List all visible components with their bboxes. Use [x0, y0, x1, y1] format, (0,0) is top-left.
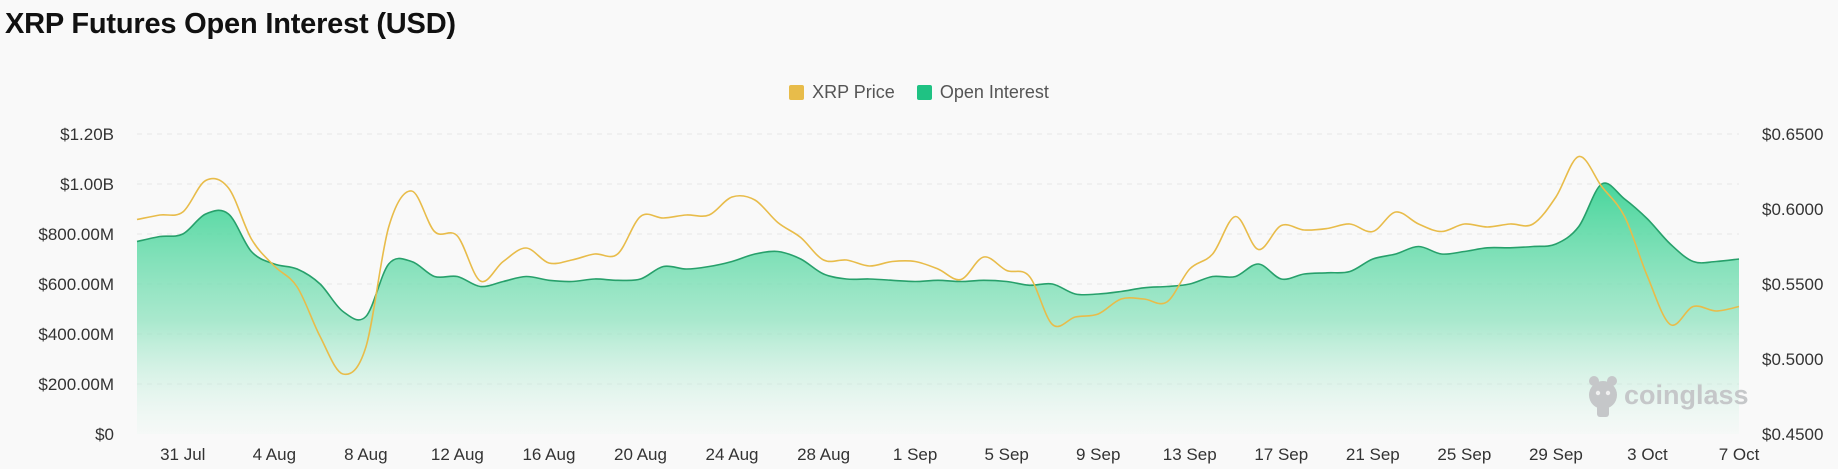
x-axis-tick-label: 9 Sep: [1076, 445, 1120, 464]
series-line-xrp-price: [136, 155, 1740, 376]
coinglass-logo-icon: [1589, 376, 1617, 417]
left-axis-tick-label: $800.00M: [38, 225, 114, 244]
series-line-open-interest: [136, 182, 1740, 321]
left-axis-tick-label: $600.00M: [38, 275, 114, 294]
right-axis-tick-label: $0.5500: [1762, 275, 1823, 294]
chart-title: XRP Futures Open Interest (USD): [5, 8, 456, 40]
coinglass-watermark: coinglass: [1589, 376, 1749, 417]
x-axis-tick-label: 7 Oct: [1719, 445, 1760, 464]
x-axis-tick-label: 20 Aug: [614, 445, 667, 464]
right-axis-tick-label: $0.6000: [1762, 200, 1823, 219]
legend-swatch-open-interest: [916, 85, 932, 100]
x-axis-tick-label: 3 Oct: [1627, 445, 1668, 464]
x-axis-tick-label: 5 Sep: [984, 445, 1028, 464]
left-axis-tick-label: $1.00B: [60, 175, 114, 194]
legend-label-open-interest: Open Interest: [939, 82, 1049, 102]
x-axis-tick-label: 4 Aug: [253, 445, 297, 464]
right-axis-tick-label: $0.5000: [1762, 350, 1823, 369]
x-axis-tick-label: 21 Sep: [1346, 445, 1400, 464]
coinglass-watermark-text: coinglass: [1624, 380, 1749, 410]
left-axis-tick-label: $0: [95, 425, 114, 444]
x-axis-tick-label: 12 Aug: [431, 445, 484, 464]
x-axis-tick-label: 31 Jul: [160, 445, 205, 464]
x-axis-tick-label: 29 Sep: [1529, 445, 1583, 464]
x-axis-tick-label: 17 Sep: [1254, 445, 1308, 464]
right-axis-tick-label: $0.4500: [1762, 425, 1823, 444]
left-axis-tick-label: $1.20B: [60, 125, 114, 144]
legend-item-xrp-price[interactable]: XRP Price: [789, 82, 895, 103]
x-axis-tick-label: 28 Aug: [797, 445, 850, 464]
chart-legend: XRP Price Open Interest: [0, 82, 1838, 103]
x-axis-tick-label: 1 Sep: [893, 445, 937, 464]
legend-item-open-interest[interactable]: Open Interest: [916, 82, 1049, 103]
left-axis-tick-label: $400.00M: [38, 325, 114, 344]
x-axis-tick-label: 13 Sep: [1163, 445, 1217, 464]
x-axis-tick-label: 16 Aug: [522, 445, 575, 464]
right-axis-tick-label: $0.6500: [1762, 125, 1823, 144]
x-axis-tick-label: 8 Aug: [344, 445, 388, 464]
series-area-open-interest: [137, 183, 1739, 434]
legend-swatch-xrp-price: [789, 85, 805, 100]
x-axis-tick-label: 24 Aug: [706, 445, 759, 464]
x-axis-tick-label: 25 Sep: [1437, 445, 1491, 464]
legend-label-xrp-price: XRP Price: [812, 82, 895, 102]
left-axis-tick-label: $200.00M: [38, 375, 114, 394]
